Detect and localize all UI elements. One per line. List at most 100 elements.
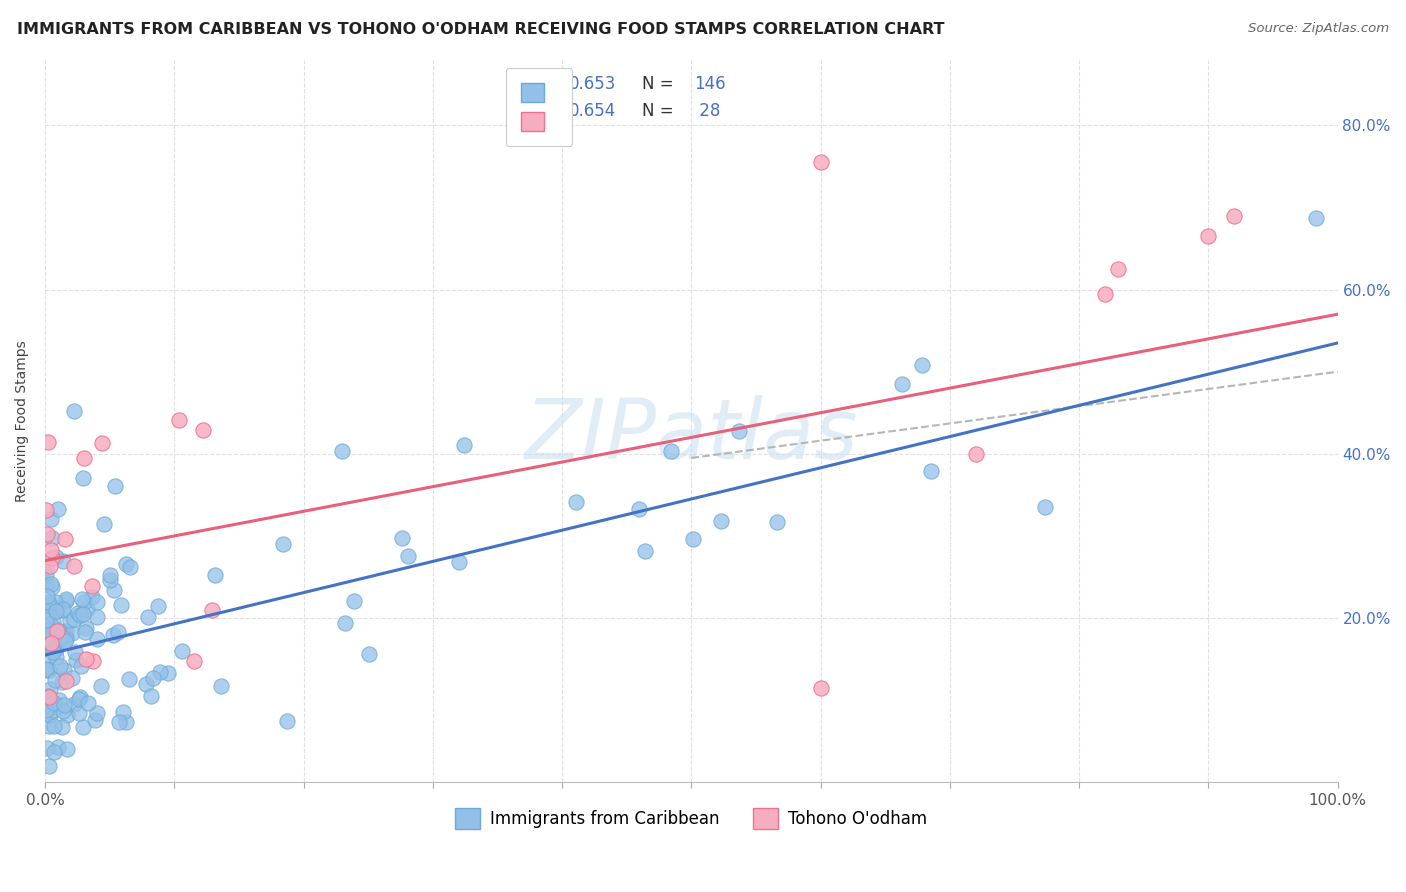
Point [35,561,58,575]
Point [48,624,70,638]
Point [193,423,215,437]
Point [44,594,66,608]
Text: N =: N = [643,102,679,120]
Point [69,607,91,622]
Y-axis label: Receiving Food Stamps: Receiving Food Stamps [15,340,30,502]
Point [103,583,125,598]
Point [65,645,87,659]
Point [93,516,115,531]
Point [98,573,121,587]
Point [910,359,932,373]
Point [51,674,73,689]
Point [447,555,470,569]
Point [41,645,63,659]
Point [84,713,107,727]
Point [157,665,180,680]
Point [66,606,89,620]
Point [1033,500,1056,515]
Point [56,708,79,723]
Point [55,629,77,643]
Point [342,594,364,608]
Point [201,603,224,617]
Legend: Immigrants from Caribbean, Tohono O'odham: Immigrants from Caribbean, Tohono O'odha… [449,802,934,836]
Point [104,479,127,493]
Text: N =: N = [643,75,679,93]
Point [80,591,103,605]
Point [75,621,97,635]
Point [108,714,131,729]
Point [67,692,90,706]
Point [45,624,67,638]
Point [63,559,86,574]
Point [35,503,58,517]
Point [204,567,226,582]
Point [44,673,66,687]
Point [86,632,108,646]
Point [146,599,169,613]
Point [73,594,96,608]
Point [72,471,94,485]
Point [136,610,159,624]
Point [1223,209,1246,223]
Point [273,537,295,551]
Point [45,604,67,618]
Point [86,706,108,720]
Point [55,674,77,689]
Text: 146: 146 [695,75,725,93]
Point [1094,286,1116,301]
Point [564,495,586,509]
Point [110,598,132,612]
Point [38,681,60,696]
Point [35,702,58,716]
Point [37,663,59,677]
Point [115,557,138,571]
Point [35,609,58,624]
Point [45,641,67,656]
Point [38,635,60,649]
Point [73,450,96,465]
Point [727,424,749,438]
Point [69,659,91,673]
Point [49,659,72,673]
Text: ZIPatlas: ZIPatlas [524,395,858,476]
Point [60,626,83,640]
Point [710,514,733,528]
Point [115,714,138,729]
Point [891,377,914,392]
Point [183,655,205,669]
Point [41,625,63,640]
Text: Source: ZipAtlas.com: Source: ZipAtlas.com [1249,22,1389,36]
Point [359,648,381,662]
Point [67,706,90,720]
Point [333,615,356,630]
Point [35,632,58,646]
Point [37,629,59,643]
Point [42,703,65,717]
Point [98,567,121,582]
Point [167,413,190,427]
Point [55,594,77,608]
Point [73,625,96,640]
Point [42,614,65,628]
Point [35,589,58,603]
Point [39,543,62,558]
Text: 0.654: 0.654 [568,102,616,120]
Point [627,501,650,516]
Point [41,551,63,566]
Point [37,664,59,678]
Point [38,707,60,722]
Point [48,502,70,516]
Point [82,654,104,668]
Point [37,690,59,704]
Point [35,577,58,591]
Point [1107,262,1129,277]
Point [45,650,67,665]
Point [39,559,62,574]
Point [76,696,98,710]
Point [91,435,114,450]
Point [65,652,87,666]
Point [55,741,77,756]
Point [48,693,70,707]
Text: R =: R = [513,102,548,120]
Point [42,719,65,733]
